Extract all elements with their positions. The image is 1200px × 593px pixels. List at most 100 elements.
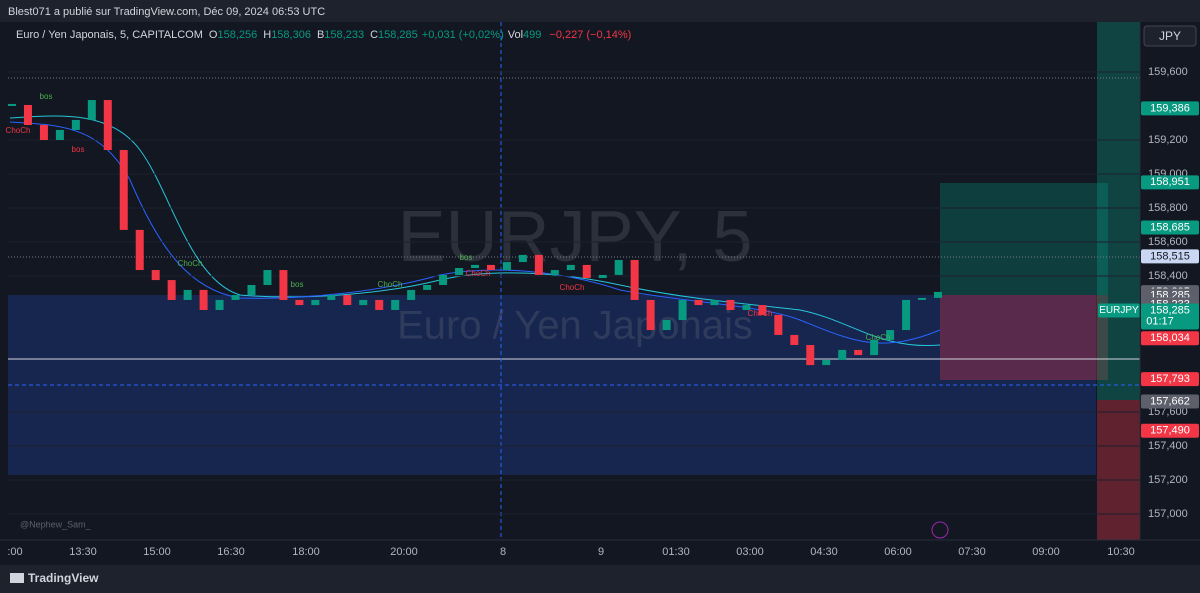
x-tick-label: 13:30 (69, 546, 97, 558)
stop-strip (1097, 400, 1140, 540)
brand-logo (10, 573, 24, 583)
candle (423, 284, 432, 290)
candle (279, 270, 288, 300)
candle (934, 291, 942, 298)
candle (614, 260, 623, 275)
alert-icon[interactable] (931, 521, 949, 539)
ohlc-key: O (209, 29, 218, 41)
candle (183, 289, 192, 300)
legend: Euro / Yen Japonais, 5, CAPITALCOM O 158,2… (16, 29, 631, 41)
candle (742, 305, 751, 310)
candle (518, 254, 527, 263)
candle (375, 299, 384, 310)
y-tick-label: 158,600 (1148, 236, 1188, 248)
last-price-box (1141, 303, 1199, 330)
candle (135, 229, 144, 271)
x-tick-label: 04:30 (810, 546, 838, 558)
candle (662, 320, 671, 331)
candle (407, 289, 416, 300)
price-label: 157,793 (1150, 373, 1190, 385)
publisher-text: Blest071 a publié sur TradingView.com, D… (8, 6, 325, 18)
structure-label: ChoCh (748, 309, 773, 318)
price-label: 158,034 (1150, 332, 1190, 344)
candle (247, 284, 256, 296)
candle (295, 299, 304, 306)
candle (550, 270, 559, 275)
candle (71, 119, 80, 130)
y-tick-label: 159,200 (1148, 134, 1188, 146)
price-label: 158,951 (1150, 176, 1190, 188)
ohlc-key: C (370, 29, 378, 41)
price-label-box (1141, 249, 1199, 264)
ohlc-value: 158,306 (271, 29, 311, 41)
structure-label: ChoCh (378, 280, 403, 289)
candle (23, 104, 32, 126)
candle (582, 264, 591, 279)
candle (151, 270, 160, 281)
candle (886, 330, 895, 340)
candle (726, 299, 735, 310)
candle (486, 264, 495, 271)
target-strip (1097, 22, 1140, 400)
currency-button-label[interactable]: JPY (1159, 29, 1181, 43)
currency-button[interactable] (1143, 25, 1197, 47)
candle (39, 125, 48, 140)
y-tick-label: 157,000 (1148, 508, 1188, 520)
candle (630, 260, 639, 300)
candle (439, 274, 448, 285)
candle (311, 299, 320, 306)
ohlc-value: 158,233 (324, 29, 364, 41)
x-tick-label: 03:00 (736, 546, 764, 558)
candle (55, 129, 64, 140)
candle (646, 299, 655, 331)
x-tick-label: 07:30 (958, 546, 986, 558)
price-label-box (1141, 101, 1199, 116)
price-label-box (1141, 423, 1199, 438)
x-tick-label: 15:00 (143, 546, 171, 558)
price-label: 158,515 (1150, 250, 1190, 262)
price-change: +0,031 (+0,02%) (422, 29, 504, 41)
candle (598, 274, 607, 279)
x-tick-label: 10:30 (1107, 546, 1135, 558)
candle (566, 264, 575, 271)
y-tick-label: 158,800 (1148, 202, 1188, 214)
candle (231, 295, 240, 300)
structure-label: bos (460, 253, 473, 262)
x-tick-label: 18:00 (292, 546, 320, 558)
y-tick-label: 159,600 (1148, 66, 1188, 78)
y-tick-label: 157,400 (1148, 440, 1188, 452)
candle (327, 295, 336, 300)
symbol-tag: EURJPY (1099, 305, 1139, 316)
candle (854, 349, 863, 356)
structure-label: bos (291, 280, 304, 289)
watermark-description: Euro / Yen Japonais (397, 304, 753, 348)
structure-label: ChoCh (560, 283, 585, 292)
candle (502, 262, 511, 271)
loss-zone (940, 295, 1108, 380)
price-label: 157,662 (1150, 395, 1190, 407)
structure-label: ChoCh (866, 333, 891, 342)
price-label-box (1141, 394, 1199, 409)
structure-label: bos (72, 145, 85, 154)
candle (359, 299, 368, 306)
structure-label: ChoCh (466, 269, 491, 278)
candle (806, 345, 815, 366)
symbol-name: Euro / Yen Japonais, 5, CAPITALCOM (16, 29, 203, 41)
volume-key: Vol (508, 29, 523, 41)
volume-change: −0,227 (−0,14%) (549, 29, 631, 41)
x-tick-label: 06:00 (884, 546, 912, 558)
plot: bos ChoCh bos ChoCh bos ChoCh bos ChoCh ChoCh Cho… (6, 71, 1140, 515)
price-label: 158,685 (1150, 221, 1190, 233)
candle (167, 280, 176, 300)
ohlc-value: 158,285 (378, 29, 418, 41)
axis-layer: 159,600159,200159,000158,800158,600158,4… (7, 66, 1199, 558)
ohlc-key: B (317, 29, 324, 41)
candle (103, 100, 112, 151)
candle (119, 150, 128, 230)
candle (471, 264, 479, 268)
candle (838, 349, 847, 360)
candle (8, 103, 16, 106)
candle (534, 254, 543, 275)
